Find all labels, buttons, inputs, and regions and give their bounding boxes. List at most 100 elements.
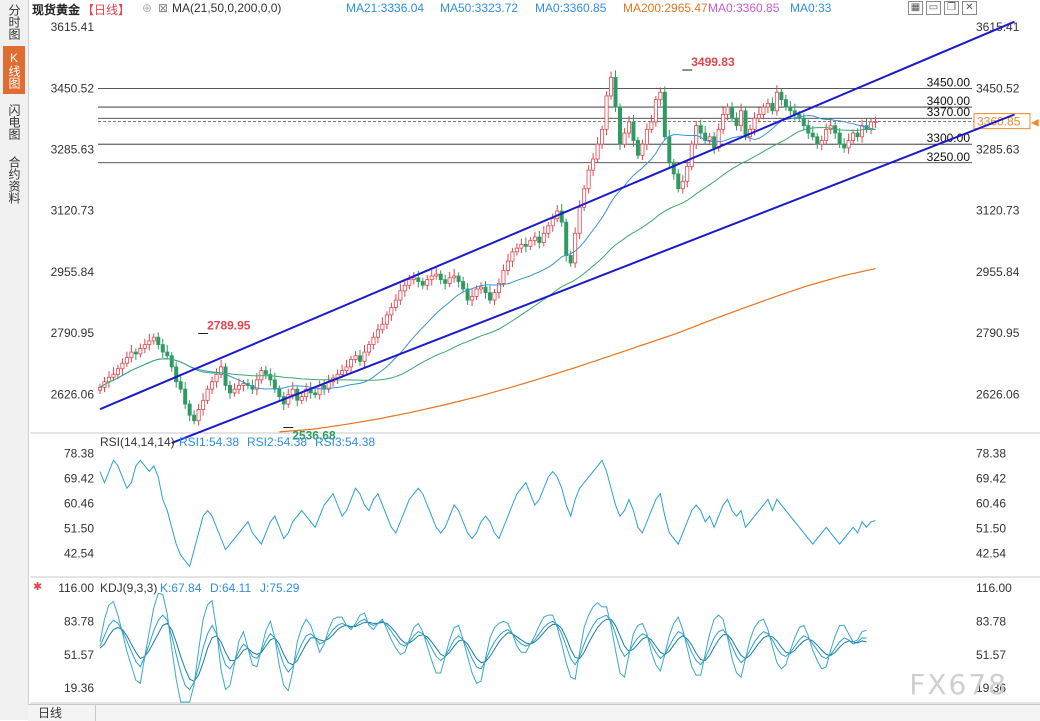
candle-body <box>322 385 327 390</box>
candle-body <box>676 173 681 190</box>
candle-body <box>546 225 551 234</box>
candle-body <box>353 355 358 360</box>
candle-body <box>290 388 295 396</box>
candle-body <box>317 385 322 396</box>
period-tag[interactable]: 【日线】 <box>82 3 131 17</box>
candle-body <box>304 388 309 397</box>
kdj-y-tick-left: 51.57 <box>64 648 94 662</box>
candle-body <box>124 357 129 364</box>
candle-body <box>227 385 232 394</box>
candle-body <box>169 355 174 368</box>
candle-body <box>210 381 215 390</box>
rsi-y-tick-left: 78.38 <box>64 447 94 461</box>
candle-body <box>492 292 497 301</box>
candle-body <box>272 379 277 390</box>
candle-body <box>761 106 766 115</box>
candle-body <box>577 206 582 234</box>
candle-body <box>425 279 430 286</box>
period-selector[interactable]: 日线 <box>28 705 96 721</box>
candle-body <box>510 251 515 262</box>
window-icon[interactable]: ▭ <box>926 1 941 15</box>
tab-time-share[interactable]: 分时图 <box>7 4 21 40</box>
kdj-legend: D:64.11 <box>210 581 251 595</box>
kdj-y-tick-right: 116.00 <box>976 581 1012 595</box>
candle-body <box>183 388 188 405</box>
bottom-bar: 日线 <box>28 704 1040 721</box>
candle-body <box>205 388 210 401</box>
candle-body <box>362 351 367 362</box>
candle-body <box>201 399 206 410</box>
candle-body <box>138 347 143 355</box>
candle-body <box>707 136 712 141</box>
candle-body <box>662 91 667 138</box>
candle-body <box>685 166 690 182</box>
close-icon[interactable]: ✕ <box>962 1 977 15</box>
rsi-y-tick-right: 78.38 <box>976 447 1006 461</box>
candle-body <box>133 351 138 355</box>
level-label: 3450.00 <box>927 76 971 90</box>
candle-body <box>734 117 739 127</box>
candle-body <box>147 340 152 346</box>
candle-body <box>496 282 501 294</box>
tab-contract-info[interactable]: 合约资料 <box>7 156 21 204</box>
candle-body <box>855 132 860 138</box>
candle-body <box>429 275 434 281</box>
candle-body <box>456 275 461 282</box>
y-tick-label-left: 2790.95 <box>51 326 95 340</box>
y-tick-label-left: 3120.73 <box>51 204 95 218</box>
candle-body <box>223 366 228 386</box>
symbol-name: 现货黄金 <box>32 3 81 17</box>
kdj-line-J <box>99 592 867 703</box>
rsi-y-tick-right: 42.54 <box>976 547 1006 561</box>
extreme-label: 3499.83 <box>691 55 735 69</box>
candle-body <box>774 91 779 112</box>
kdj-y-tick-left: 83.78 <box>64 615 94 629</box>
candle-body <box>299 396 304 401</box>
candle-body <box>653 99 658 123</box>
candle-body <box>487 292 492 301</box>
settings-icon[interactable]: ⊕ <box>142 1 153 15</box>
ma0-value-2: MA0:3360.85 <box>708 1 780 15</box>
candle-body <box>770 102 775 112</box>
candle-body <box>340 370 345 375</box>
candle-body <box>873 121 878 123</box>
candle-body <box>595 143 600 160</box>
candle-body <box>366 344 371 353</box>
ma0-value: MA0:3360.85 <box>535 1 607 15</box>
kdj-y-tick-left: 116.00 <box>58 581 94 595</box>
candle-body <box>586 169 591 190</box>
level-label: 3400.00 <box>927 94 971 108</box>
grid-icon[interactable]: ▦ <box>908 1 923 15</box>
candle-body <box>788 106 793 112</box>
candle-body <box>721 114 726 130</box>
tab-lightning[interactable]: 闪电图 <box>7 104 21 140</box>
kdj-title: KDJ(9,3,3) <box>100 581 157 595</box>
y-tick-label-left: 2626.06 <box>51 387 95 401</box>
candle-body <box>779 91 784 101</box>
candle-body <box>573 232 578 264</box>
candle-body <box>160 344 165 353</box>
candle-body <box>196 409 201 422</box>
y-tick-label-right: 3450.52 <box>976 81 1020 95</box>
ma200-value: MA200:2965.47 <box>623 1 708 15</box>
candle-body <box>443 279 448 284</box>
rsi-y-tick-left: 42.54 <box>64 547 94 561</box>
ma-indicator-icon[interactable]: ⊠ <box>158 1 169 15</box>
candle-body <box>604 95 609 130</box>
ma21-value: MA21:3336.04 <box>346 1 425 15</box>
candle-body <box>649 121 654 130</box>
restore-icon[interactable]: ❐ <box>944 1 959 15</box>
ma200-line <box>279 267 876 433</box>
candle-body <box>514 247 519 253</box>
candle-body <box>398 290 403 301</box>
tab-kline[interactable]: K线图 <box>3 46 25 94</box>
ma50-line <box>99 127 876 388</box>
candle-body <box>819 140 824 145</box>
chart-header: 现货黄金 【日线】 ⊕ ⊠ MA(21,50,0,200,0,0) MA21:3… <box>30 0 1040 17</box>
candle-body <box>111 373 116 378</box>
y-tick-label-right: 2626.06 <box>976 387 1020 401</box>
candle-body <box>609 76 614 97</box>
candle-body <box>698 125 703 134</box>
rsi-line <box>99 459 876 568</box>
